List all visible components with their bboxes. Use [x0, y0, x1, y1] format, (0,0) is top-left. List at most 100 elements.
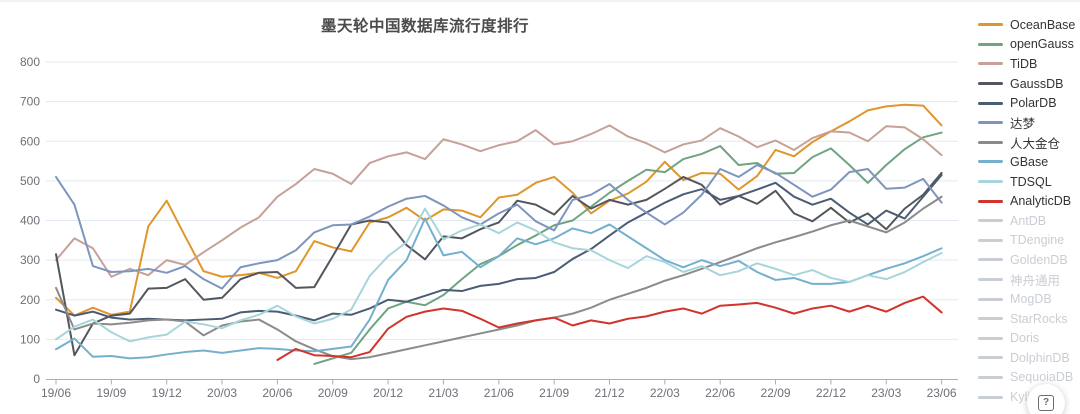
question-mark-icon: ?	[1038, 395, 1054, 411]
legend-item-DolphinDB[interactable]: DolphinDB	[978, 348, 1075, 368]
svg-text:20/09: 20/09	[318, 386, 348, 400]
svg-text:800: 800	[20, 55, 40, 69]
legend-line-swatch	[978, 336, 1003, 340]
legend-label: PolarDB	[1010, 96, 1057, 111]
legend-item-GaussDB[interactable]: GaussDB	[978, 74, 1075, 94]
legend-label: TiDB	[1010, 56, 1038, 71]
legend-item-AnalyticDB[interactable]: AnalyticDB	[978, 191, 1075, 211]
legend-line-swatch	[978, 121, 1003, 125]
series-line-OceanBase	[55, 103, 943, 317]
series-line-TiDB	[55, 124, 943, 278]
svg-text:19/06: 19/06	[41, 386, 71, 400]
legend-line-swatch	[978, 297, 1003, 301]
y-axis: 0 100 200 300 400 500 600 700 800	[20, 55, 40, 386]
legend-line-swatch	[978, 42, 1003, 46]
chart-legend: OceanBase openGauss TiDB GaussDB PolarDB 达梦人大…	[978, 15, 1075, 407]
svg-text:700: 700	[20, 95, 40, 109]
legend-item-达梦[interactable]: 达梦	[978, 113, 1075, 133]
legend-label: Doris	[1010, 331, 1040, 346]
svg-text:20/06: 20/06	[262, 386, 292, 400]
svg-text:500: 500	[20, 174, 40, 188]
legend-item-TiDB[interactable]: TiDB	[978, 54, 1075, 74]
svg-text:22/06: 22/06	[705, 386, 735, 400]
legend-label: 人大金仓	[1010, 136, 1061, 151]
legend-label: 达梦	[1010, 117, 1036, 132]
legend-line-swatch	[978, 160, 1003, 164]
series-line-GBase	[55, 217, 943, 360]
legend-label: StarRocks	[1010, 311, 1068, 326]
series-line-达梦	[55, 164, 943, 290]
svg-text:0: 0	[33, 372, 40, 386]
legend-item-openGauss[interactable]: openGauss	[978, 35, 1075, 55]
series-line-人大金仓	[55, 195, 943, 361]
legend-line-swatch	[978, 375, 1003, 379]
legend-line-swatch	[978, 62, 1003, 66]
legend-item-TDengine[interactable]: TDengine	[978, 231, 1075, 251]
svg-text:21/09: 21/09	[539, 386, 569, 400]
legend-line-swatch	[978, 238, 1003, 242]
legend-item-OceanBase[interactable]: OceanBase	[978, 15, 1075, 35]
legend-item-PolarDB[interactable]: PolarDB	[978, 93, 1075, 113]
legend-item-SequoiaDB[interactable]: SequoiaDB	[978, 368, 1075, 388]
legend-line-swatch	[978, 180, 1003, 184]
legend-line-swatch	[978, 82, 1003, 86]
series-line-openGauss	[313, 131, 943, 365]
legend-label: GoldenDB	[1010, 252, 1068, 267]
svg-text:22/12: 22/12	[816, 386, 846, 400]
legend-line-swatch	[978, 317, 1003, 321]
help-button[interactable]: ?	[1027, 384, 1065, 414]
legend-line-swatch	[978, 356, 1003, 360]
legend-label: AnalyticDB	[1010, 194, 1072, 209]
legend-item-神舟通用[interactable]: 神舟通用	[978, 270, 1075, 290]
svg-text:19/09: 19/09	[96, 386, 126, 400]
series-line-TDSQL	[55, 207, 943, 343]
svg-text:21/03: 21/03	[428, 386, 458, 400]
svg-text:22/03: 22/03	[650, 386, 680, 400]
legend-item-AntDB[interactable]: AntDB	[978, 211, 1075, 231]
chart-title: 墨天轮中国数据库流行度排行	[320, 18, 529, 35]
svg-text:600: 600	[20, 134, 40, 148]
legend-label: GBase	[1010, 154, 1049, 169]
legend-label: AntDB	[1010, 213, 1047, 228]
svg-text:20/12: 20/12	[373, 386, 403, 400]
legend-item-StarRocks[interactable]: StarRocks	[978, 309, 1075, 329]
legend-label: DolphinDB	[1010, 350, 1070, 365]
legend-label: 神舟通用	[1010, 274, 1061, 289]
series-line-GaussDB	[55, 171, 943, 357]
svg-text:22/09: 22/09	[761, 386, 791, 400]
svg-text:20/03: 20/03	[207, 386, 237, 400]
legend-line-swatch	[978, 23, 1003, 27]
legend-line-swatch	[978, 219, 1003, 223]
gridlines	[46, 61, 958, 340]
legend-label: TDSQL	[1010, 174, 1052, 189]
svg-text:300: 300	[20, 253, 40, 267]
legend-item-人大金仓[interactable]: 人大金仓	[978, 133, 1075, 153]
legend-item-GoldenDB[interactable]: GoldenDB	[978, 250, 1075, 270]
legend-line-swatch	[978, 395, 1003, 399]
legend-label: OceanBase	[1010, 17, 1076, 32]
legend-label: SequoiaDB	[1010, 370, 1074, 385]
legend-item-TDSQL[interactable]: TDSQL	[978, 172, 1075, 192]
svg-text:21/12: 21/12	[594, 386, 624, 400]
series-line-PolarDB	[55, 173, 943, 322]
legend-item-Doris[interactable]: Doris	[978, 329, 1075, 349]
series-line-AnalyticDB	[276, 295, 943, 361]
svg-text:23/06: 23/06	[927, 386, 957, 400]
legend-label: TDengine	[1010, 233, 1065, 248]
svg-text:23/03: 23/03	[871, 386, 901, 400]
svg-text:400: 400	[20, 214, 40, 228]
legend-line-swatch	[978, 278, 1003, 282]
legend-line-swatch	[978, 199, 1003, 203]
legend-item-GBase[interactable]: GBase	[978, 152, 1075, 172]
legend-line-swatch	[978, 140, 1003, 144]
legend-line-swatch	[978, 258, 1003, 262]
svg-text:19/12: 19/12	[152, 386, 182, 400]
legend-item-MogDB[interactable]: MogDB	[978, 289, 1075, 309]
svg-text:200: 200	[20, 293, 40, 307]
legend-line-swatch	[978, 101, 1003, 105]
svg-text:100: 100	[20, 332, 40, 346]
legend-label: openGauss	[1010, 37, 1074, 52]
legend-label: GaussDB	[1010, 76, 1064, 91]
